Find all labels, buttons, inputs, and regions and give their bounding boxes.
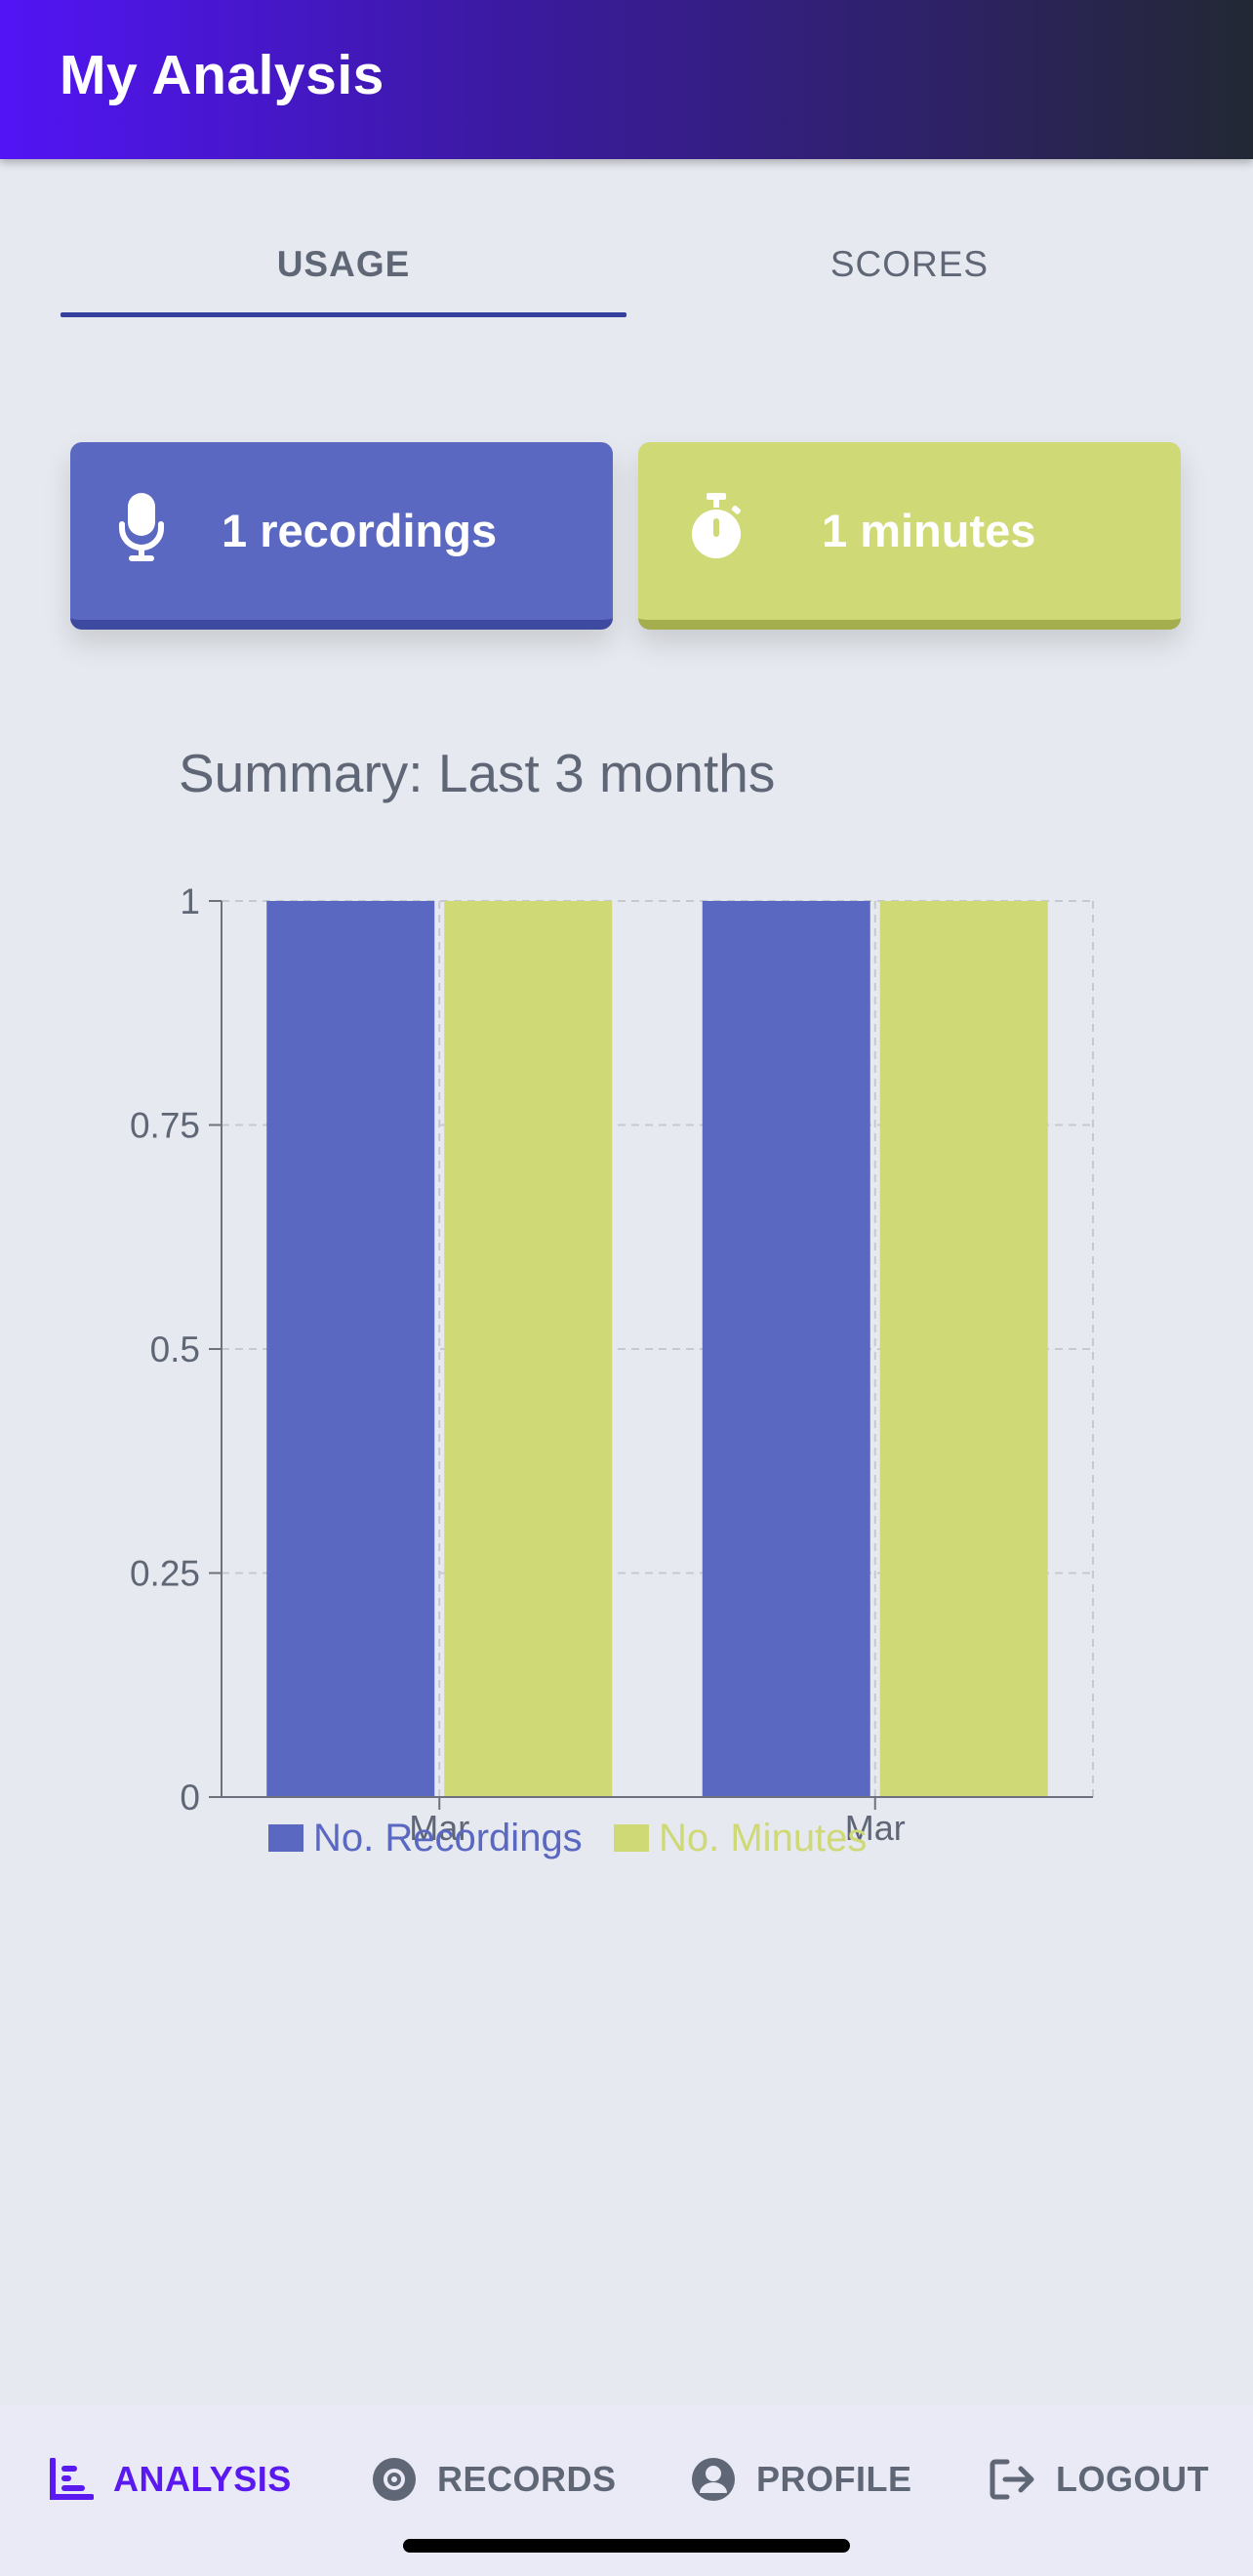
nav-records[interactable]: RECORDS	[371, 2450, 617, 2509]
x-tick-label: Mar	[409, 1808, 469, 1848]
bar-minutes	[444, 901, 613, 1797]
tab-scores[interactable]: SCORES	[829, 244, 990, 284]
minutes-count: 1 minutes	[822, 505, 1036, 556]
nav-records-label: RECORDS	[437, 2459, 617, 2499]
app-bar: My Analysis	[0, 0, 1253, 159]
x-tick-label: Mar	[845, 1808, 906, 1848]
nav-analysis-label: ANALYSIS	[113, 2459, 292, 2499]
minutes-card[interactable]: 1 minutes	[638, 442, 1181, 630]
legend-swatch	[614, 1824, 649, 1852]
logout-icon	[990, 2459, 1034, 2500]
active-tab-indicator	[61, 312, 626, 317]
bar-recordings	[266, 901, 435, 1797]
recordings-card[interactable]: 1 recordings	[70, 442, 613, 630]
microphone-icon	[119, 493, 164, 568]
legend-swatch	[268, 1824, 303, 1852]
nav-logout-label: LOGOUT	[1056, 2459, 1209, 2499]
y-tick-label: 1	[180, 881, 200, 921]
recordings-count: 1 recordings	[222, 505, 498, 556]
legend-label: No. Recordings	[313, 1817, 583, 1860]
page-title: My Analysis	[60, 44, 384, 106]
bar-chart-icon	[50, 2458, 94, 2500]
stopwatch-icon	[687, 493, 746, 568]
disc-icon	[373, 2458, 416, 2501]
nav-logout[interactable]: LOGOUT	[990, 2450, 1209, 2509]
y-tick-label: 0.75	[130, 1106, 200, 1146]
legend-label: No. Minutes	[659, 1817, 867, 1860]
y-tick-label: 0.5	[150, 1329, 200, 1370]
tab-usage[interactable]: USAGE	[276, 244, 411, 284]
bar-minutes	[879, 901, 1048, 1797]
bar-recordings	[702, 901, 870, 1797]
nav-profile-label: PROFILE	[756, 2459, 912, 2499]
y-tick-label: 0.25	[130, 1554, 200, 1594]
chart-title: Summary: Last 3 months	[179, 743, 776, 803]
nav-profile[interactable]: PROFILE	[690, 2450, 912, 2509]
user-circle-icon	[692, 2458, 735, 2501]
home-indicator	[403, 2539, 850, 2553]
y-tick-label: 0	[180, 1778, 200, 1818]
nav-analysis[interactable]: ANALYSIS	[49, 2450, 292, 2509]
